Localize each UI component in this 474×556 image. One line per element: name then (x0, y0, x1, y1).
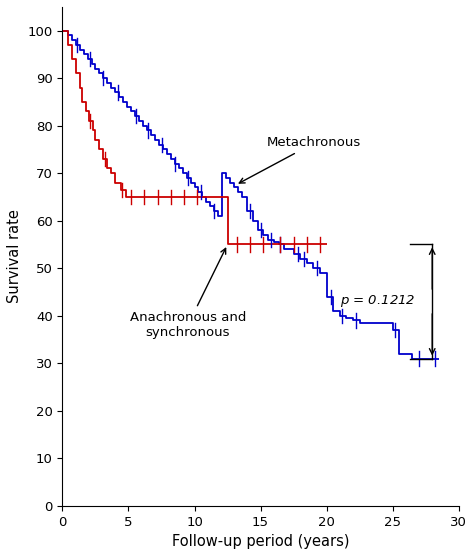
Y-axis label: Survival rate: Survival rate (7, 210, 22, 304)
Text: Anachronous and
synchronous: Anachronous and synchronous (130, 249, 246, 339)
Text: Metachronous: Metachronous (239, 136, 361, 183)
X-axis label: Follow-up period (years): Follow-up period (years) (172, 534, 349, 549)
Text: $p$ = 0.1212: $p$ = 0.1212 (340, 294, 415, 310)
